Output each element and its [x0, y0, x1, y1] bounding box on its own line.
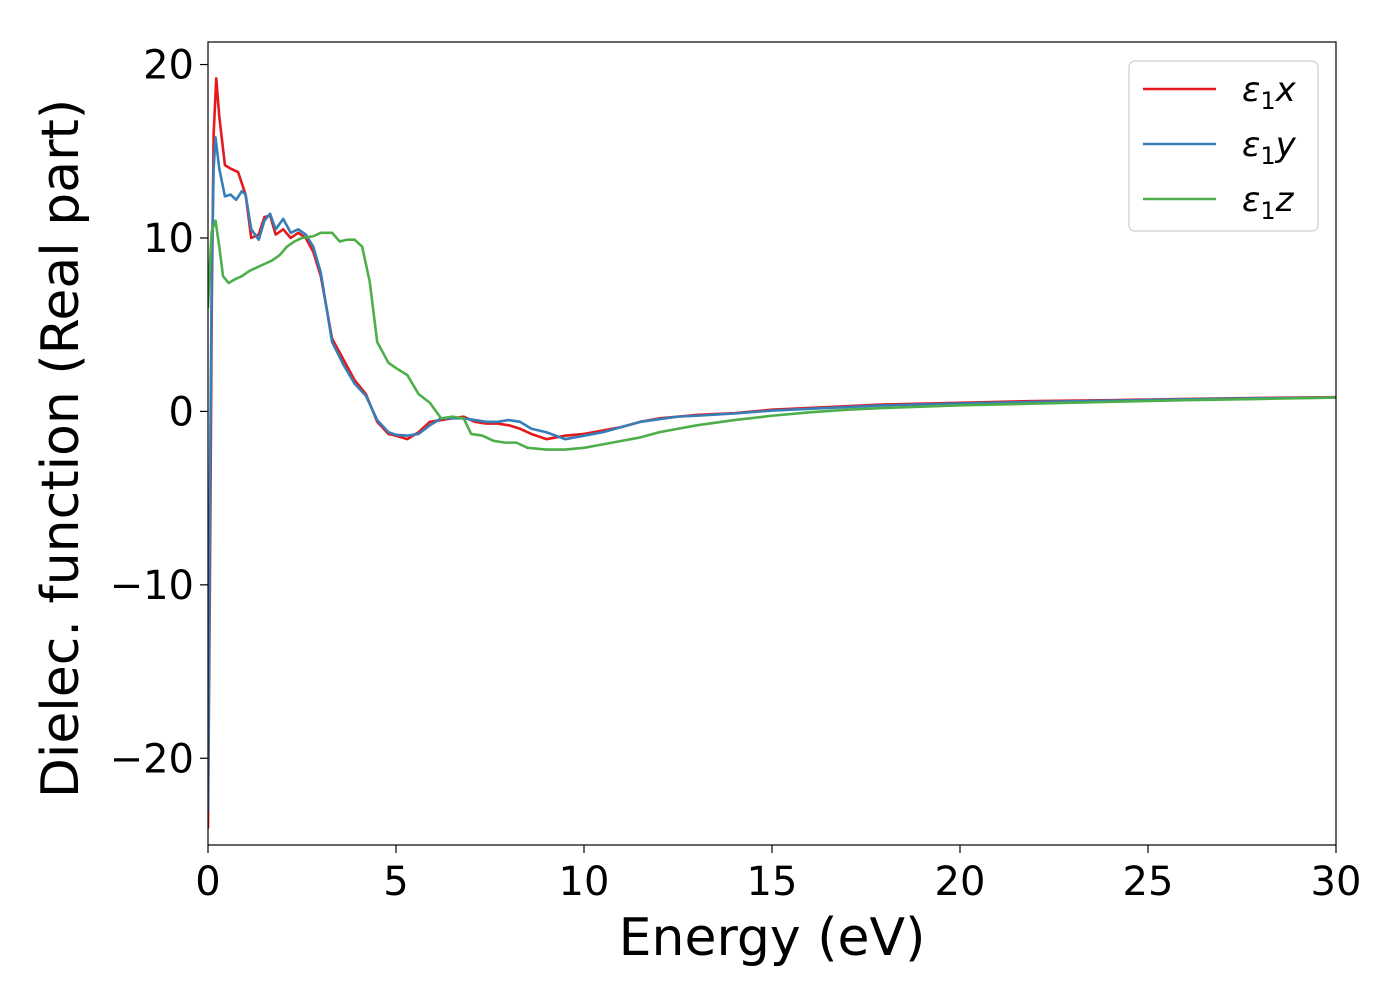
- legend-label-y: ε1y: [1242, 125, 1297, 170]
- x-tick-label: 15: [747, 859, 798, 905]
- y-tick-label: 20: [143, 43, 194, 89]
- x-axis-ticks: 0 5 10 15 20 25 30: [195, 845, 1361, 905]
- y-tick-label: 0: [169, 389, 194, 435]
- x-tick-label: 5: [383, 859, 408, 905]
- x-tick-label: 10: [559, 859, 610, 905]
- legend-box: [1128, 60, 1319, 232]
- plot-lines: [208, 77, 1336, 829]
- x-tick-label: 0: [195, 859, 220, 905]
- series-line-z: [208, 219, 1336, 451]
- legend: ε1x ε1y ε1z: [1128, 60, 1319, 232]
- y-tick-label: −20: [110, 736, 194, 782]
- x-tick-label: 20: [935, 859, 986, 905]
- y-axis-label: Dielec. function (Real part): [31, 99, 91, 798]
- x-tick-label: 30: [1311, 859, 1362, 905]
- legend-label-z: ε1z: [1242, 180, 1295, 225]
- y-tick-label: 10: [143, 216, 194, 262]
- x-tick-label: 25: [1123, 859, 1174, 905]
- x-axis-label: Energy (eV): [619, 908, 926, 968]
- legend-label-x: ε1x: [1242, 70, 1297, 115]
- series-line-y: [208, 136, 1336, 812]
- y-axis-ticks: −20 −10 0 10 20: [110, 43, 208, 782]
- y-tick-label: −10: [110, 563, 194, 609]
